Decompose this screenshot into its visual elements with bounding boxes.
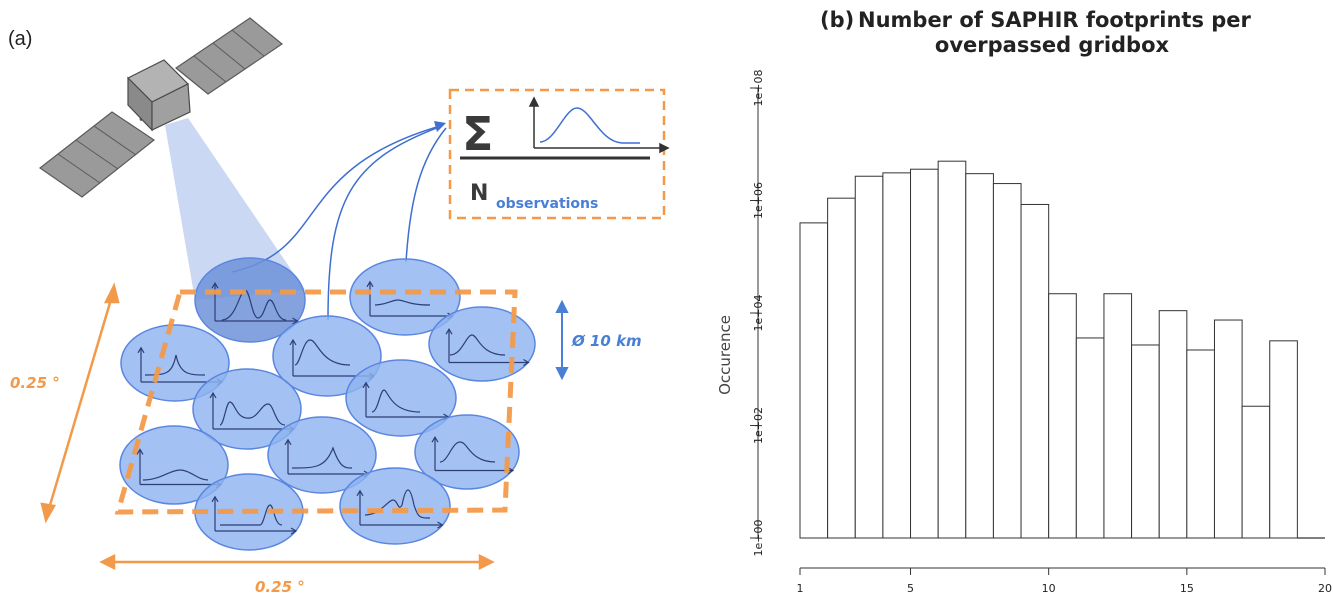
x-tick-label: 5 xyxy=(907,582,914,595)
footprint-ellipse xyxy=(272,315,382,397)
y-tick-label: 1e+06 xyxy=(752,182,765,219)
y-tick-label: 1e+02 xyxy=(752,407,765,444)
x-tick-label: 15 xyxy=(1180,582,1194,595)
gridbox-outline xyxy=(114,289,518,515)
histogram-bar xyxy=(992,183,1022,539)
y-tick-label: 1e+08 xyxy=(752,70,765,107)
x-tick-label: 1 xyxy=(797,582,804,595)
histogram-bar xyxy=(854,175,884,539)
formula-n: N xyxy=(470,181,488,206)
satellite-body xyxy=(126,59,191,132)
y-axis-title: Occurence xyxy=(716,315,734,395)
satellite-right-panel xyxy=(174,17,284,95)
footprint-diagram: (a) Σ xyxy=(8,17,670,596)
panel-label-a: (a) xyxy=(8,28,32,50)
satellite-beam xyxy=(165,118,305,300)
histogram-bar xyxy=(1241,405,1271,539)
formula-box: Σ N observations xyxy=(448,88,670,220)
mini-distribution-icon xyxy=(136,448,223,489)
histogram-bar xyxy=(1048,293,1077,539)
x-tick-label: 20 xyxy=(1318,582,1332,595)
footprint-ellipse xyxy=(192,368,302,450)
histogram-bar xyxy=(910,168,939,539)
histogram-bar xyxy=(1269,340,1298,539)
footprint-ellipses xyxy=(119,257,536,551)
mini-distribution-icon xyxy=(366,280,454,320)
histogram-bar xyxy=(965,173,994,539)
histogram-bar xyxy=(882,172,912,539)
sum-symbol: Σ xyxy=(462,107,493,161)
chart-title-line1: Number of SAPHIR footprints per xyxy=(858,8,1252,32)
x-tick-label: 10 xyxy=(1042,582,1056,595)
histogram-bar xyxy=(1020,203,1050,539)
histogram-bar xyxy=(799,222,829,539)
footprint-ellipse xyxy=(194,257,306,343)
mini-distribution-icon xyxy=(431,436,515,475)
footprint-ellipse xyxy=(345,359,457,437)
mini-distribution-icon xyxy=(445,328,530,367)
panel-label-b: (b) xyxy=(820,8,854,32)
size-label-y: 0.25 ° xyxy=(10,374,60,392)
distribution-plot-icon xyxy=(528,96,670,154)
satellite-icon xyxy=(38,17,284,198)
footprint-ellipse xyxy=(414,414,520,490)
histogram-chart: (b) Number of SAPHIR footprints per over… xyxy=(716,8,1332,595)
aggregation-arrows xyxy=(231,121,447,321)
histogram-bar xyxy=(1213,319,1243,539)
footprint-size-arrow xyxy=(555,299,569,381)
footprint-ellipse xyxy=(119,425,229,505)
mini-distribution-icon xyxy=(356,489,444,529)
chart-title-line2: overpassed gridbox xyxy=(935,33,1170,57)
histogram-bar xyxy=(937,160,967,539)
formula-subscript: observations xyxy=(496,196,598,212)
histogram-bar xyxy=(1186,349,1215,539)
size-arrow-y xyxy=(40,282,120,524)
mini-distribution-icon xyxy=(211,495,298,535)
footprint-ellipse xyxy=(339,467,451,545)
histogram-bar xyxy=(827,197,856,539)
size-label-x: 0.25 ° xyxy=(255,578,305,596)
footprint-ellipse xyxy=(428,306,536,382)
mini-distribution-icon xyxy=(209,391,296,433)
histogram-bar xyxy=(1158,310,1188,539)
footprint-size-label: Ø 10 km xyxy=(571,332,642,350)
satellite-left-panel xyxy=(38,111,156,198)
y-tick-label: 1e+04 xyxy=(752,295,765,332)
size-arrow-x xyxy=(99,553,495,571)
histogram-bar xyxy=(1075,337,1105,539)
histogram-bar xyxy=(1103,293,1133,539)
footprint-ellipse xyxy=(349,258,461,336)
y-tick-label: 1e+00 xyxy=(752,520,765,557)
footprint-ellipse xyxy=(267,416,377,494)
histogram-bar xyxy=(1131,344,1160,539)
